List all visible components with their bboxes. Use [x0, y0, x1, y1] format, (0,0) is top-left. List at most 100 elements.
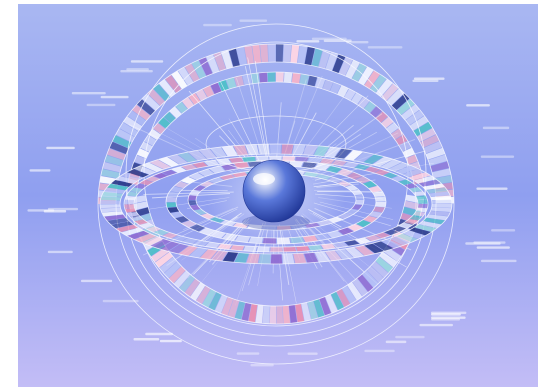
main-ring-segment	[335, 248, 354, 260]
outer-arc-inner-segment	[259, 72, 268, 83]
main-ring-segment	[234, 252, 249, 264]
inner-ring-segment	[167, 207, 180, 213]
main-ring-inner-segment	[415, 207, 428, 213]
outer-arc-segment	[252, 44, 262, 64]
main-ring-segment	[396, 233, 419, 243]
main-ring-segment	[431, 204, 452, 208]
lower-arc-segment	[154, 251, 173, 268]
main-ring-segment	[418, 179, 442, 187]
ray-line	[244, 66, 267, 157]
main-ring-segment	[303, 252, 319, 264]
label-mark	[120, 70, 153, 73]
main-ring-segment	[345, 247, 364, 258]
main-ring-segment	[110, 221, 134, 229]
lower-arc-segment	[347, 281, 363, 301]
label-mark	[47, 250, 73, 254]
label-mark	[395, 335, 425, 339]
innermost-ring-segment	[188, 195, 198, 200]
main-ring-inner-segment	[413, 211, 426, 217]
faint-labels	[27, 19, 517, 367]
main-ring-segment-edge	[99, 143, 453, 265]
outer-arc-segment	[401, 104, 420, 121]
main-ring-segment	[158, 156, 180, 167]
main-ring-segment	[107, 218, 130, 225]
label-mark	[27, 209, 55, 212]
label-mark	[47, 207, 79, 211]
inner-ring-segment	[169, 186, 184, 193]
main-ring-segment	[372, 156, 394, 167]
main-ring-segment	[115, 224, 139, 233]
main-ring-segment	[334, 148, 353, 159]
label-mark	[239, 19, 268, 22]
outer-arc-inner-segment	[402, 147, 415, 158]
outer-arc-segment	[420, 134, 440, 148]
label-mark	[480, 155, 515, 158]
outer-arc-segment	[100, 168, 120, 179]
main-ring-segment	[313, 145, 330, 157]
lower-arc-segment	[159, 256, 177, 274]
outer-arc-inner-segment	[363, 101, 377, 114]
outer-arc-segment	[290, 44, 300, 64]
outer-arc-inner-segment	[153, 122, 166, 135]
main-ring-inner-segment	[320, 243, 336, 250]
outer-arc-inner-segment	[322, 79, 334, 92]
main-ring-segment	[428, 210, 451, 217]
lower-arc-segment	[202, 288, 217, 308]
outer-arc-inner-segment	[375, 111, 389, 123]
outer-arc-inner-segment	[169, 106, 182, 119]
main-ring-segment	[100, 200, 121, 204]
inner-ring-segment	[166, 202, 177, 208]
outer-arc-segment	[428, 154, 448, 166]
outer-arc-segment	[206, 54, 220, 74]
main-ring-segment	[414, 224, 437, 232]
main-ring-segment	[120, 172, 144, 181]
main-ring-inner-segment	[270, 246, 283, 252]
outer-arc-inner-segment	[144, 135, 157, 146]
main-ring-segment	[282, 253, 295, 264]
main-ring-segment	[110, 179, 134, 187]
outer-arc-inner-segment	[337, 85, 349, 98]
central-sphere	[242, 159, 306, 223]
lower-arc-segment	[227, 299, 240, 319]
lower-arc-segment	[163, 261, 182, 279]
main-ring-segment	[354, 152, 374, 163]
outer-arc-inner-segment	[315, 77, 326, 89]
outer-arc-segment	[165, 74, 182, 93]
label-mark	[133, 338, 160, 341]
main-ring-inner-segment	[124, 200, 135, 204]
label-mark	[465, 242, 501, 245]
innermost-ring-segment	[345, 185, 359, 191]
label-mark	[419, 323, 453, 327]
inner-ring-segment	[368, 211, 383, 218]
inner-ring-segment	[222, 233, 238, 241]
outer-arc-inner-segment	[395, 134, 408, 146]
main-ring-segment	[425, 187, 448, 194]
outer-arc-segment	[158, 79, 176, 98]
label-mark	[431, 313, 461, 316]
lower-arc-segment	[184, 278, 201, 297]
inner-ring-segment	[166, 191, 180, 198]
label-mark	[364, 349, 395, 353]
lower-arc-segment	[307, 300, 318, 320]
main-ring-segment	[430, 207, 452, 213]
outer-arc-segment	[283, 44, 292, 63]
innermost-ring-segment	[188, 200, 198, 206]
main-ring-segment	[388, 162, 411, 172]
outer-arc-inner-segment	[210, 82, 222, 95]
outer-arc-inner-segment	[267, 72, 276, 83]
main-ring-segment	[134, 233, 157, 243]
outer-arc-segment	[147, 88, 166, 106]
main-ring-inner-segment	[256, 246, 270, 252]
label-mark	[102, 299, 139, 303]
main-ring-segment	[395, 165, 418, 175]
main-ring-segment	[188, 150, 207, 161]
main-ring-inner-segment	[283, 246, 297, 252]
outer-arc-inner-segment	[283, 72, 293, 83]
main-ring-inner-segment	[124, 204, 135, 209]
main-ring-segment	[101, 211, 124, 217]
main-ring-inner-segment	[409, 215, 423, 221]
lower-arc-segment	[208, 291, 222, 311]
lower-arc-segment	[379, 251, 398, 268]
main-ring-inner-segment	[129, 215, 144, 221]
outer-arc-inner-segment	[344, 88, 356, 101]
